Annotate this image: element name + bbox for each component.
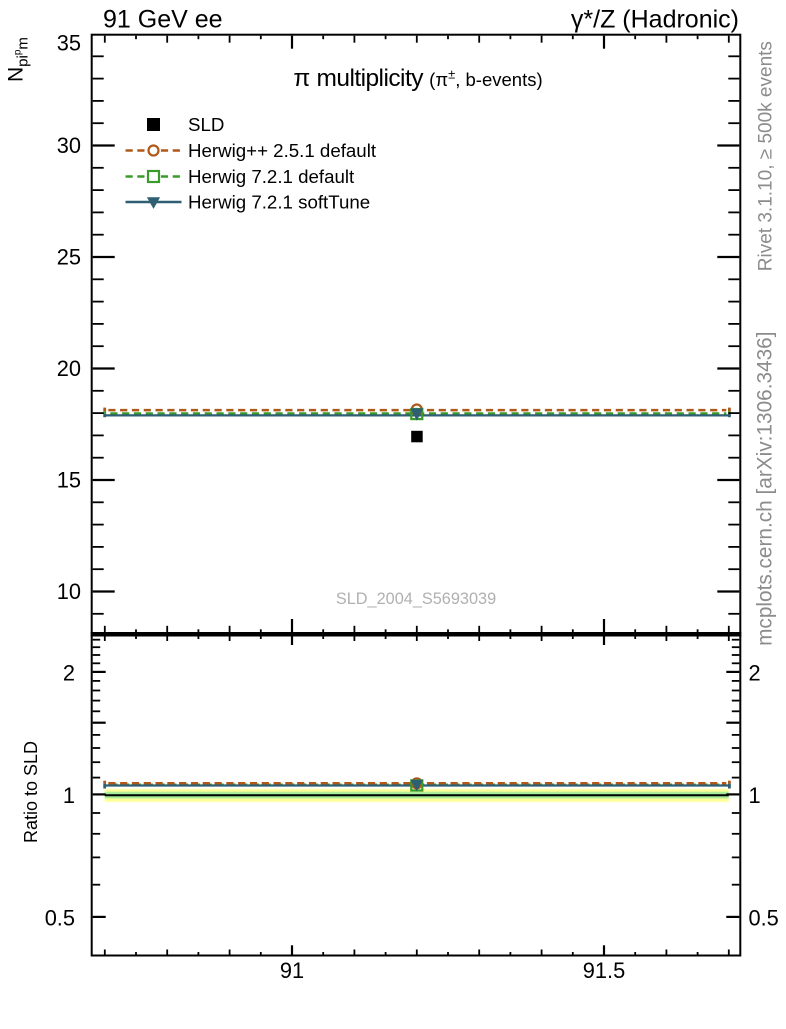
svg-text:15: 15 bbox=[57, 468, 81, 493]
svg-text:0.5: 0.5 bbox=[749, 906, 779, 931]
svg-text:SLD: SLD bbox=[188, 114, 224, 135]
svg-text:1: 1 bbox=[749, 783, 761, 808]
svg-text:Ratio to SLD: Ratio to SLD bbox=[21, 741, 41, 843]
svg-text:91: 91 bbox=[280, 958, 304, 983]
svg-text:π multiplicity (π±, b-events): π multiplicity (π±, b-events) bbox=[293, 65, 542, 92]
svg-text:2: 2 bbox=[749, 661, 761, 686]
svg-text:mcplots.cern.ch [arXiv:1306.34: mcplots.cern.ch [arXiv:1306.3436] bbox=[754, 331, 777, 645]
svg-text:91 GeV ee: 91 GeV ee bbox=[103, 6, 223, 34]
svg-text:91.5: 91.5 bbox=[583, 958, 625, 983]
svg-text:0.5: 0.5 bbox=[45, 906, 75, 931]
svg-text:10: 10 bbox=[57, 579, 81, 604]
svg-text:1: 1 bbox=[63, 783, 75, 808]
svg-text:SLD_2004_S5693039: SLD_2004_S5693039 bbox=[336, 590, 496, 608]
svg-text:Herwig 7.2.1 softTune: Herwig 7.2.1 softTune bbox=[188, 192, 370, 213]
svg-text:30: 30 bbox=[57, 133, 81, 158]
svg-text:Herwig++ 2.5.1 default: Herwig++ 2.5.1 default bbox=[188, 140, 377, 161]
svg-text:20: 20 bbox=[57, 356, 81, 381]
svg-text:Rivet 3.1.10, ≥ 500k events: Rivet 3.1.10, ≥ 500k events bbox=[756, 41, 777, 271]
svg-text:2: 2 bbox=[63, 661, 75, 686]
svg-text:35: 35 bbox=[57, 31, 81, 56]
svg-text:25: 25 bbox=[57, 245, 81, 270]
svg-text:Herwig 7.2.1 default: Herwig 7.2.1 default bbox=[188, 166, 355, 187]
svg-text:γ*/Z (Hadronic): γ*/Z (Hadronic) bbox=[571, 6, 739, 34]
